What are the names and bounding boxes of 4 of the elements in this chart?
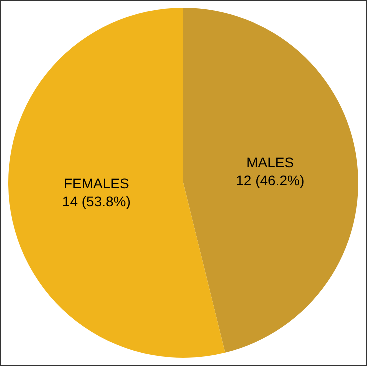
data-label: 14 (53.8%) [62, 193, 131, 210]
data-label: 12 (46.2%) [236, 172, 305, 188]
slice-label: MALES [246, 154, 294, 170]
slice-label: FEMALES [64, 175, 130, 192]
